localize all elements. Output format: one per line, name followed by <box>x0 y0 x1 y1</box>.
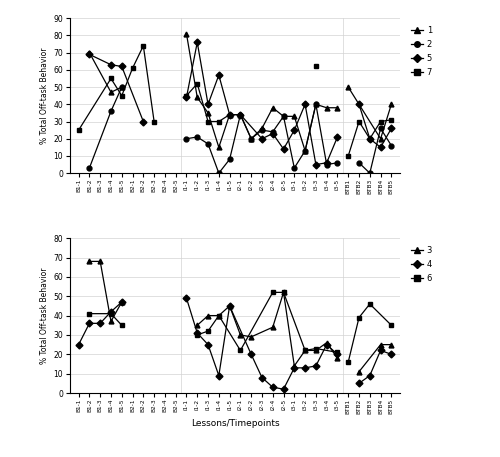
2 <box>108 108 114 114</box>
6 <box>86 311 92 316</box>
Line: 6: 6 <box>87 311 124 328</box>
Line: 5: 5 <box>87 52 146 124</box>
2 <box>119 85 125 90</box>
5 <box>108 62 114 68</box>
Y-axis label: % Total Off-task Behavior: % Total Off-task Behavior <box>40 48 49 144</box>
X-axis label: Lessons/Timepoints: Lessons/Timepoints <box>190 420 280 428</box>
6 <box>108 311 114 316</box>
3 <box>108 319 114 324</box>
4 <box>119 299 125 305</box>
7 <box>140 43 146 48</box>
5 <box>119 64 125 69</box>
1 <box>119 85 125 90</box>
Line: 4: 4 <box>76 300 124 347</box>
1 <box>86 50 92 55</box>
4 <box>86 321 92 326</box>
7 <box>151 119 157 124</box>
Legend: 3, 4, 6: 3, 4, 6 <box>408 242 436 286</box>
4 <box>108 309 114 314</box>
1 <box>108 90 114 95</box>
4 <box>76 342 82 347</box>
Y-axis label: % Total Off-task Behavior: % Total Off-task Behavior <box>40 267 49 364</box>
2 <box>86 165 92 171</box>
Line: 2: 2 <box>87 85 124 170</box>
5 <box>86 52 92 57</box>
Legend: 1, 2, 5, 7: 1, 2, 5, 7 <box>408 22 436 80</box>
Line: 3: 3 <box>87 259 124 324</box>
7 <box>76 128 82 133</box>
3 <box>97 259 103 264</box>
3 <box>86 259 92 264</box>
6 <box>119 323 125 328</box>
Line: 1: 1 <box>87 50 124 95</box>
7 <box>108 76 114 81</box>
7 <box>130 65 136 71</box>
3 <box>119 299 125 305</box>
5 <box>140 119 146 124</box>
Line: 7: 7 <box>76 43 156 133</box>
4 <box>97 321 103 326</box>
7 <box>119 93 125 98</box>
